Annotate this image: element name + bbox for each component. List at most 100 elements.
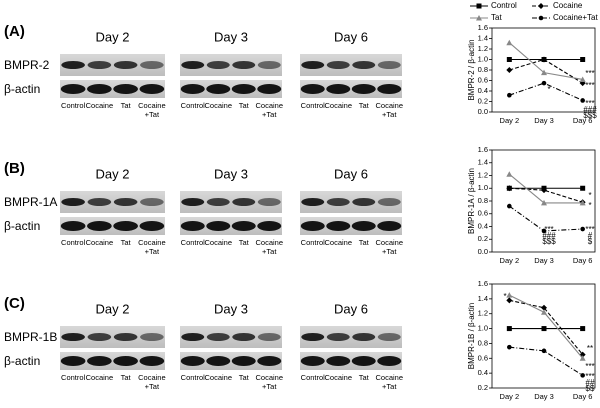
band: [60, 221, 86, 231]
marker: [541, 56, 547, 63]
annotation: ***: [585, 69, 594, 78]
marker: [476, 15, 482, 21]
lane-label: Cocaine: [204, 373, 232, 382]
band: [87, 61, 112, 69]
band: [301, 61, 325, 69]
band: [257, 356, 282, 366]
protein-label: BMPR-2: [4, 58, 50, 72]
annotation: ###: [583, 105, 597, 114]
marker: [541, 69, 547, 76]
y-tick-label: 1.0: [478, 54, 488, 63]
marker: [538, 3, 544, 9]
annotation: *: [588, 191, 591, 200]
loading-label: β-actin: [4, 354, 40, 368]
band: [377, 198, 401, 206]
x-tick-label: Day 6: [573, 256, 593, 265]
annotation: ***: [585, 99, 594, 108]
band: [139, 356, 165, 366]
day-label: Day 6: [334, 29, 368, 44]
y-tick-label: 0.6: [478, 353, 488, 362]
y-tick-label: 0.8: [478, 65, 488, 74]
lane-label: Cocaine: [204, 238, 232, 247]
marker: [507, 344, 512, 350]
lane-label: +Tat: [262, 247, 277, 256]
blot-bg: [60, 217, 165, 235]
band: [140, 198, 164, 206]
y-tick-label: 0.2: [478, 383, 488, 392]
marker: [507, 203, 512, 209]
marker: [579, 76, 586, 82]
annotation: $$: [586, 384, 595, 393]
lane-label: Tat: [239, 101, 250, 110]
blot-bg: [180, 80, 282, 98]
day-label: Day 3: [214, 29, 248, 44]
band: [257, 61, 281, 69]
marker: [580, 373, 585, 378]
band: [60, 84, 86, 94]
band: [377, 84, 402, 94]
lane-label: Tat: [121, 373, 132, 382]
lane-label: +Tat: [145, 382, 160, 391]
marker: [476, 3, 482, 9]
lane-label: +Tat: [145, 110, 160, 119]
protein-label: BMPR-1B: [4, 330, 57, 344]
band: [300, 84, 325, 94]
band: [180, 221, 205, 231]
lane-label: Cocaine: [204, 101, 232, 110]
annotation: $$$: [542, 237, 556, 246]
marker: [580, 326, 586, 332]
y-axis-label: BMPR-1B / β-actin: [467, 303, 476, 369]
band: [206, 84, 231, 94]
marker: [580, 226, 585, 232]
band: [113, 333, 138, 341]
y-tick-label: 0.6: [478, 75, 488, 84]
band: [377, 61, 401, 69]
band: [61, 198, 85, 206]
band: [326, 84, 351, 94]
band: [61, 61, 85, 69]
marker: [541, 326, 547, 332]
lane-label: Control: [61, 373, 86, 382]
day-label: Day 3: [214, 301, 248, 316]
band: [257, 198, 281, 206]
lane-label: Cocaine: [86, 101, 114, 110]
lane-label: Cocaine: [375, 101, 403, 110]
marker: [579, 355, 586, 361]
marker: [541, 187, 547, 194]
band: [139, 221, 165, 231]
band: [206, 61, 230, 69]
band: [300, 356, 325, 366]
x-tick-label: Day 6: [573, 392, 593, 401]
lane-label: Cocaine: [375, 373, 403, 382]
band: [140, 333, 164, 341]
legend-label: Cocaine: [553, 1, 583, 10]
lane-label: +Tat: [382, 382, 397, 391]
band: [257, 84, 282, 94]
marker: [579, 199, 586, 206]
band: [326, 221, 351, 231]
marker: [580, 57, 586, 62]
blot-bg: [60, 326, 165, 348]
y-tick-label: 1.2: [478, 44, 488, 53]
marker: [507, 92, 512, 98]
y-tick-label: 0.4: [478, 221, 488, 230]
lane-label: Cocaine: [324, 101, 352, 110]
lane-label: Cocaine: [255, 101, 283, 110]
band: [301, 333, 325, 341]
day-label: Day 3: [214, 166, 248, 181]
band: [113, 356, 138, 366]
annotation: ***: [585, 225, 594, 234]
band: [113, 61, 138, 69]
marker: [538, 15, 544, 21]
lane-label: +Tat: [145, 247, 160, 256]
lane-label: Tat: [239, 238, 250, 247]
marker: [541, 199, 547, 206]
marker: [541, 348, 547, 354]
day-label: Day 2: [96, 29, 130, 44]
lane-label: Control: [61, 101, 86, 110]
band: [181, 198, 205, 206]
series-line: [509, 187, 583, 203]
blot-bg: [300, 326, 402, 348]
band: [60, 356, 86, 366]
band: [377, 333, 401, 341]
